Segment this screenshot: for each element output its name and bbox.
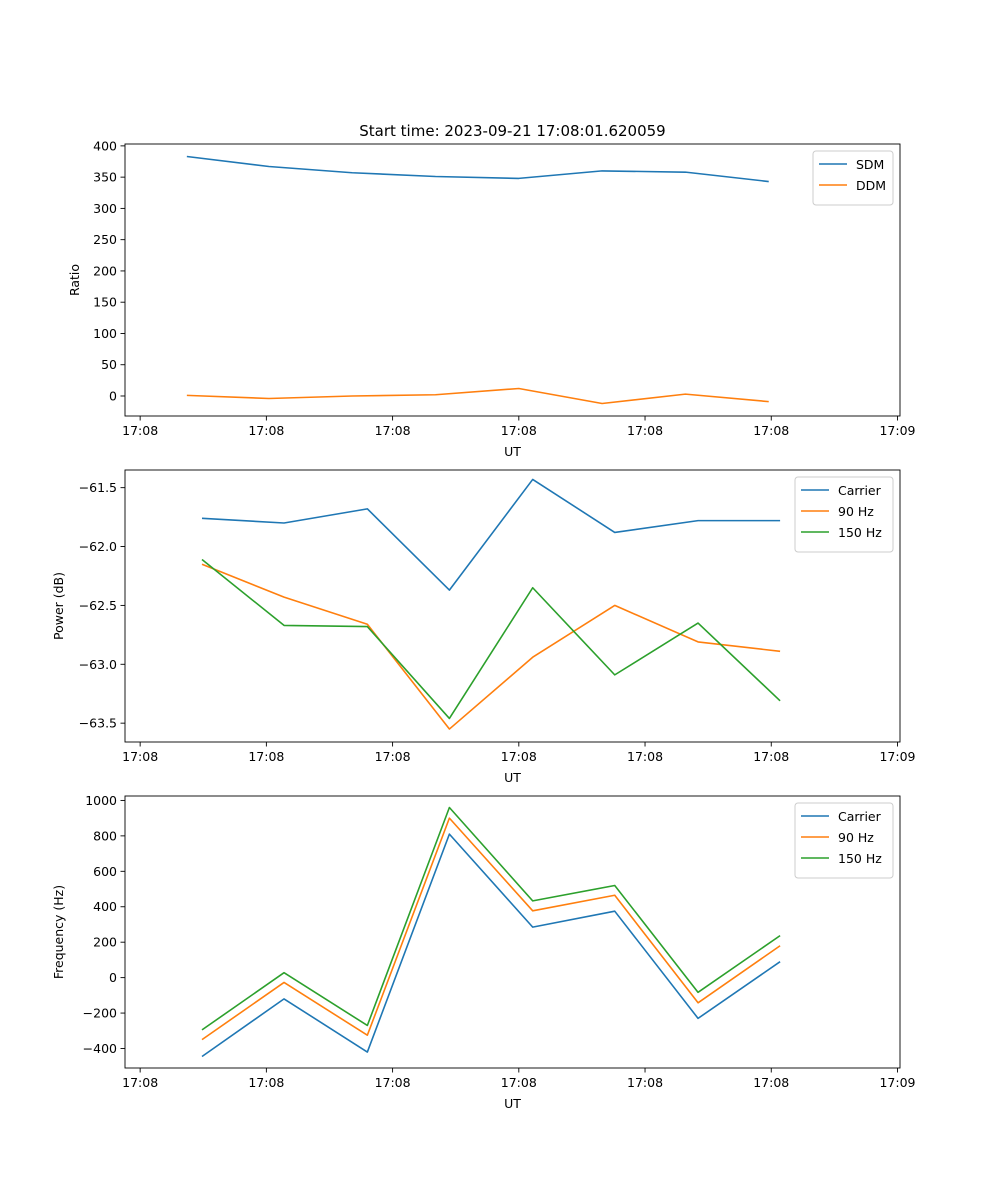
legend-label: Carrier: [838, 809, 882, 824]
series-line-carrier: [201, 478, 781, 591]
y-tick-label: 200: [93, 935, 117, 950]
y-tick-label: −61.5: [79, 480, 117, 495]
series-line-carrier: [201, 833, 781, 1058]
x-axis-label: UT: [504, 444, 521, 459]
x-tick-label: 17:08: [627, 1075, 663, 1090]
y-tick-label: −200: [83, 1006, 117, 1021]
legend-box: [794, 802, 894, 879]
series-line-sdm: [186, 155, 769, 183]
x-axis-label: UT: [504, 1096, 521, 1111]
x-tick-label: 17:08: [501, 423, 537, 438]
chart-1: 17:08 17:08 17:08 17:08 17:08 17:08 17:09 0 50 10…: [67, 138, 916, 459]
legend: SDM DDM: [812, 150, 894, 206]
y-tick-label: 600: [93, 864, 117, 879]
y-tick-label: 400: [93, 138, 117, 153]
legend-label: 150 Hz: [838, 525, 882, 540]
y-axis-label: Frequency (Hz): [51, 885, 66, 979]
axes-frame: [124, 469, 901, 743]
x-tick-label: 17:09: [879, 749, 915, 764]
x-tick-label: 17:08: [248, 423, 284, 438]
x-tick-label: 17:08: [122, 423, 158, 438]
chart-2: 17:08 17:08 17:08 17:08 17:08 17:08 17:09 −63.5…: [51, 469, 916, 785]
y-tick-label: 100: [93, 326, 117, 341]
x-tick-label: 17:08: [753, 423, 789, 438]
y-tick-label: 250: [93, 232, 117, 247]
x-tick-label: 17:08: [753, 1075, 789, 1090]
axes-frame: [124, 143, 901, 417]
x-tick-label: 17:08: [627, 749, 663, 764]
x-tick-label: 17:08: [501, 1075, 537, 1090]
series-line-150-hz: [201, 806, 781, 1031]
legend-label: 90 Hz: [838, 504, 874, 519]
y-tick-label: 0: [109, 970, 117, 985]
y-tick-label: 150: [93, 295, 117, 310]
x-tick-label: 17:08: [248, 749, 284, 764]
x-tick-label: 17:08: [375, 1075, 411, 1090]
legend-label: Carrier: [838, 483, 882, 498]
axes-frame: [124, 795, 901, 1069]
series-line-ddm: [186, 387, 769, 405]
y-tick-label: −62.0: [79, 539, 117, 554]
x-tick-label: 17:08: [375, 423, 411, 438]
y-tick-label: 0: [109, 388, 117, 403]
y-axis-label: Power (dB): [51, 572, 66, 640]
legend-label: SDM: [856, 157, 884, 172]
y-tick-label: 350: [93, 170, 117, 185]
x-tick-label: 17:08: [375, 749, 411, 764]
legend-label: DDM: [856, 178, 886, 193]
x-tick-label: 17:08: [753, 749, 789, 764]
y-axis-label: Ratio: [67, 264, 82, 296]
x-tick-label: 17:08: [501, 749, 537, 764]
y-tick-label: −63.5: [79, 716, 117, 731]
y-tick-label: 300: [93, 201, 117, 216]
legend-box: [794, 476, 894, 553]
x-tick-label: 17:08: [122, 749, 158, 764]
legend: Carrier 90 Hz 150 Hz: [794, 802, 894, 879]
y-tick-label: 200: [93, 263, 117, 278]
legend: Carrier 90 Hz 150 Hz: [794, 476, 894, 553]
y-tick-label: 800: [93, 828, 117, 843]
x-tick-label: 17:08: [627, 423, 663, 438]
series-line-90-hz: [201, 817, 781, 1041]
x-axis-label: UT: [504, 770, 521, 785]
y-tick-label: −400: [83, 1041, 117, 1056]
y-tick-label: 1000: [85, 793, 117, 808]
figure-title: Start time: 2023-09-21 17:08:01.620059: [359, 122, 665, 140]
x-tick-label: 17:09: [879, 1075, 915, 1090]
x-tick-label: 17:08: [248, 1075, 284, 1090]
y-tick-label: −63.0: [79, 657, 117, 672]
y-tick-label: 400: [93, 899, 117, 914]
x-tick-label: 17:08: [122, 1075, 158, 1090]
legend-label: 90 Hz: [838, 830, 874, 845]
legend-label: 150 Hz: [838, 851, 882, 866]
y-tick-label: −62.5: [79, 598, 117, 613]
y-tick-label: 50: [101, 357, 117, 372]
series-line-90-hz: [201, 563, 781, 730]
x-tick-label: 17:09: [879, 423, 915, 438]
series-line-150-hz: [201, 558, 781, 720]
chart-3: 17:08 17:08 17:08 17:08 17:08 17:08 17:09 −400 −…: [51, 793, 916, 1111]
